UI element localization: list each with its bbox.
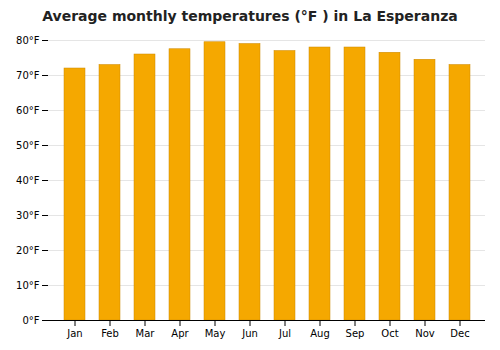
svg-text:Nov: Nov (415, 328, 435, 339)
svg-text:60°F: 60°F (16, 105, 40, 116)
svg-text:Mar: Mar (136, 328, 156, 339)
html-text:Average monthly temperatures (: Average monthly temperatures (°F ) in La… (42, 8, 458, 24)
svg-text:50°F: 50°F (16, 140, 40, 151)
svg-text:30°F: 30°F (16, 210, 40, 221)
svg-text:Dec: Dec (450, 328, 469, 339)
svg-text:80°F: 80°F (16, 35, 40, 46)
svg-text:Apr: Apr (171, 328, 189, 339)
svg-text:0°F: 0°F (22, 315, 39, 326)
svg-text:Aug: Aug (310, 328, 330, 339)
svg-text:40°F: 40°F (16, 175, 40, 186)
svg-text:10°F: 10°F (16, 280, 40, 291)
svg-text:Oct: Oct (381, 328, 398, 339)
svg-text:Sep: Sep (346, 328, 365, 339)
svg-text:May: May (205, 328, 226, 339)
svg-text:Jan: Jan (66, 328, 82, 339)
svg-text:Feb: Feb (101, 328, 119, 339)
svg-text:20°F: 20°F (16, 245, 40, 256)
svg-text:70°F: 70°F (16, 70, 40, 81)
svg-text:Jun: Jun (241, 328, 258, 339)
svg-text:Jul: Jul (278, 328, 291, 339)
